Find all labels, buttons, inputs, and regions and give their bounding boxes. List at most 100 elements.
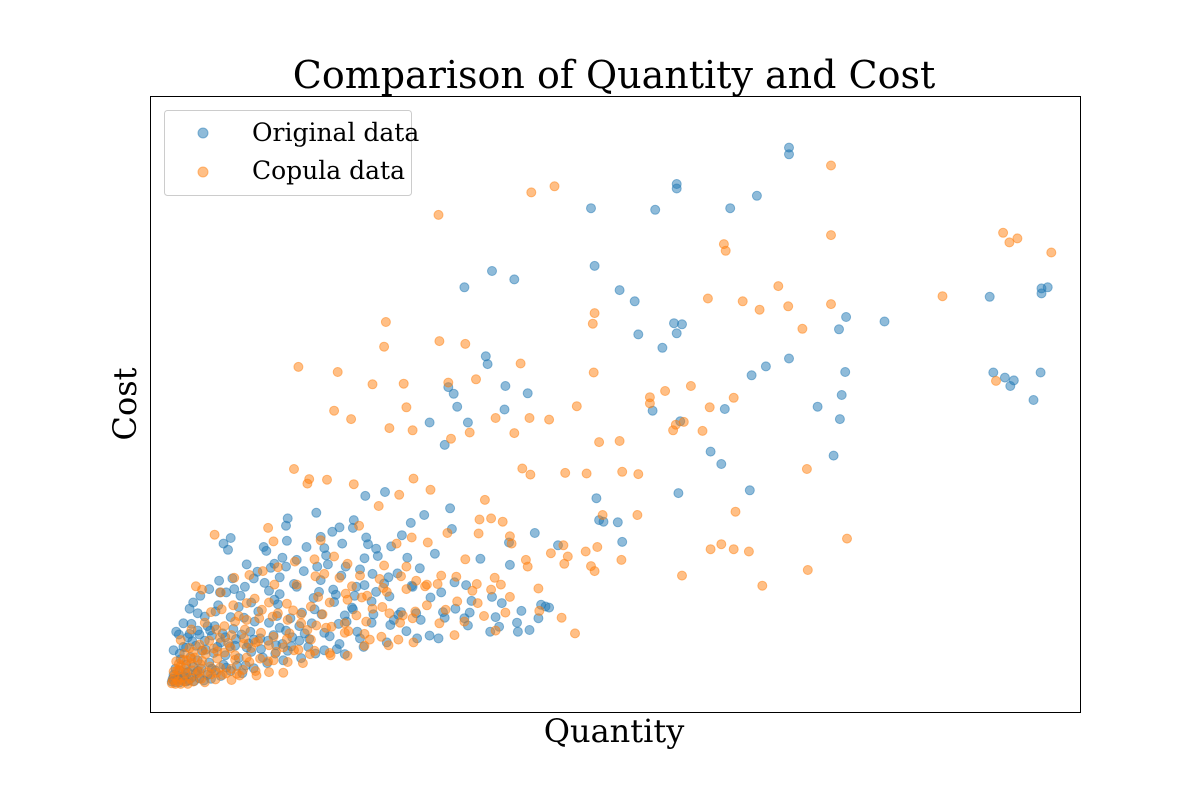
point-copula (355, 570, 365, 581)
point-copula (396, 571, 406, 582)
point-copula (434, 618, 445, 629)
point-copula (391, 538, 402, 549)
point-copula (617, 466, 628, 477)
point-original (272, 599, 283, 610)
point-original (452, 401, 463, 412)
point-original (516, 605, 527, 616)
point-copula (597, 510, 608, 520)
point-copula (406, 532, 417, 543)
point-copula (801, 464, 812, 474)
point-copula (594, 437, 605, 448)
point-original (812, 401, 823, 412)
point-copula (533, 583, 544, 594)
point-original (337, 538, 348, 549)
point-copula (660, 386, 671, 396)
point-original (504, 559, 515, 570)
point-copula (384, 423, 395, 434)
point-copula (264, 597, 274, 608)
point-original (650, 204, 661, 215)
point-copula (334, 572, 345, 583)
point-original (984, 291, 995, 302)
point-copula (313, 591, 324, 602)
point-copula (198, 645, 208, 656)
point-copula (324, 597, 335, 608)
point-original (184, 603, 195, 614)
point-copula (991, 375, 1001, 386)
point-copula (497, 516, 508, 527)
point-original (223, 544, 233, 555)
point-copula (460, 338, 471, 349)
point-original (462, 417, 473, 428)
point-copula (219, 621, 230, 632)
point-copula (289, 556, 300, 567)
point-copula (342, 558, 353, 569)
point-original (725, 203, 736, 214)
point-original (784, 353, 794, 364)
point-copula (282, 657, 293, 667)
point-copula (434, 336, 445, 347)
point-copula (685, 381, 696, 391)
point-original (612, 517, 623, 528)
point-copula (272, 562, 283, 573)
point-copula (182, 678, 193, 689)
point-copula (560, 467, 571, 478)
point-copula (446, 433, 456, 444)
point-original (171, 626, 182, 637)
point-copula (1012, 233, 1023, 244)
point-original (402, 552, 413, 563)
point-original (834, 414, 845, 425)
point-original (841, 312, 852, 322)
point-copula (255, 653, 266, 664)
point-copula (644, 398, 655, 409)
point-original (633, 329, 644, 340)
point-copula (319, 568, 330, 579)
point-original (448, 388, 459, 399)
point-copula (632, 510, 643, 520)
point-copula (500, 607, 511, 618)
point-copula (757, 580, 768, 591)
point-copula (728, 392, 739, 403)
point-copula (206, 607, 216, 618)
point-original (999, 372, 1010, 383)
point-original (512, 626, 523, 637)
point-copula (239, 624, 250, 635)
point-copula (241, 652, 252, 663)
point-copula (332, 367, 343, 377)
point-copula (401, 584, 412, 595)
point-copula (545, 548, 556, 559)
point-original (225, 533, 236, 543)
point-copula (228, 600, 239, 611)
point-copula (269, 579, 280, 590)
point-copula (288, 605, 299, 616)
point-copula (202, 667, 213, 678)
data-points (166, 142, 1057, 689)
point-copula (398, 378, 409, 389)
point-copula (401, 402, 412, 413)
point-original (372, 551, 383, 561)
point-original (239, 581, 250, 592)
point-copula (381, 586, 392, 597)
point-copula (587, 318, 598, 329)
point-original (673, 488, 684, 499)
point-copula (559, 558, 570, 569)
point-copula (474, 514, 485, 525)
point-copula (241, 598, 252, 609)
plot-frame (150, 96, 1081, 713)
point-original (490, 612, 501, 623)
point-copula (380, 317, 391, 327)
point-copula (495, 579, 506, 590)
point-copula (517, 463, 528, 474)
point-copula (211, 667, 222, 678)
point-original (879, 316, 890, 327)
point-copula (589, 566, 600, 577)
point-original (277, 552, 288, 563)
point-copula (730, 506, 741, 517)
point-original (178, 618, 189, 629)
point-copula (302, 625, 313, 635)
point-copula (296, 618, 307, 629)
point-original (529, 528, 540, 538)
point-original (401, 626, 412, 637)
point-copula (460, 554, 471, 565)
point-copula (459, 616, 470, 627)
point-copula (311, 620, 322, 631)
